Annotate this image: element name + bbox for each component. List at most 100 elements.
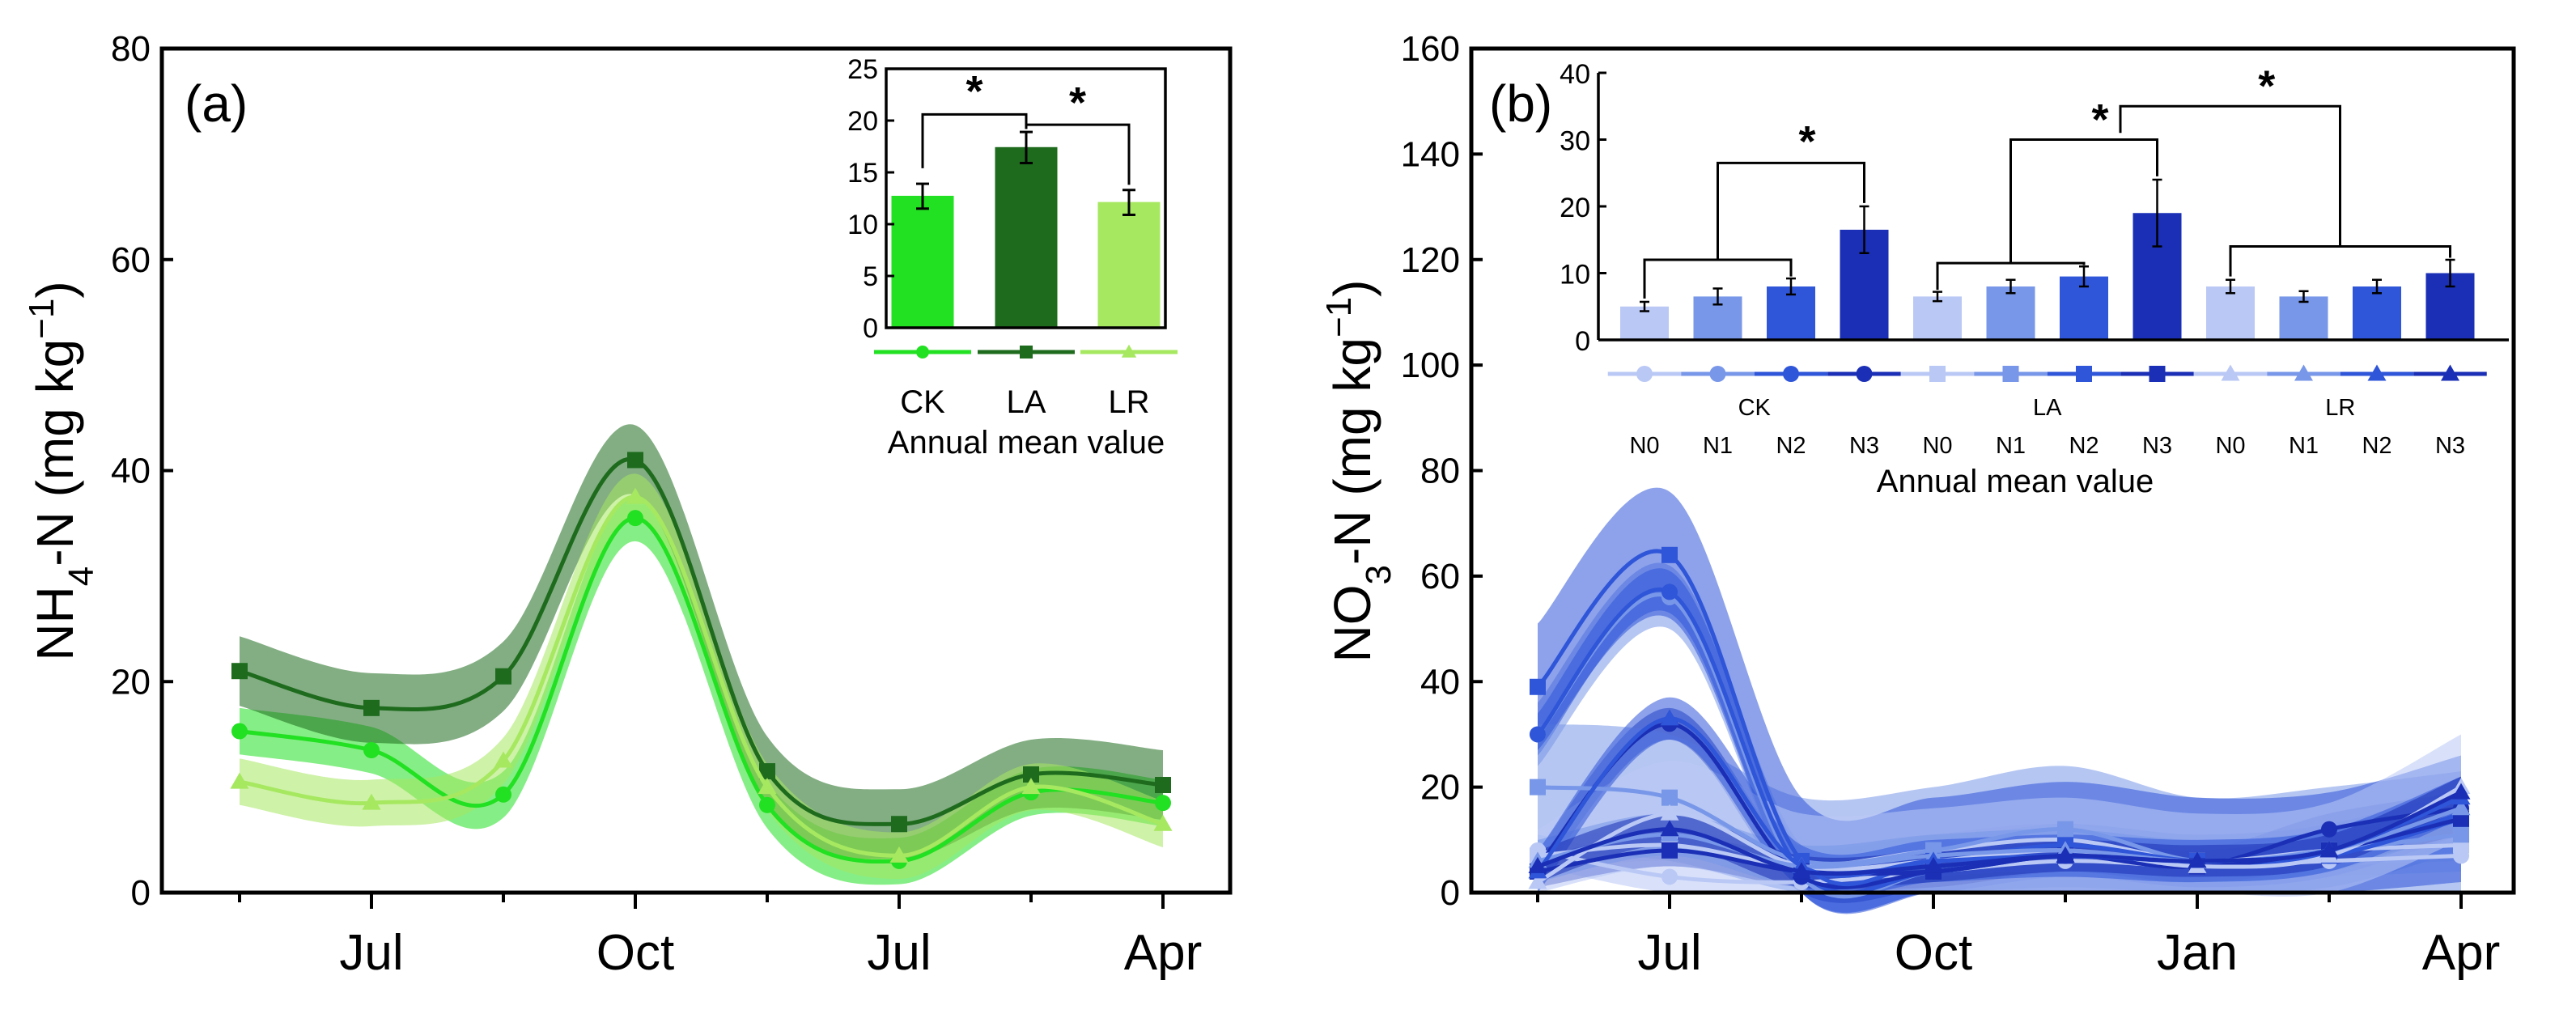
inset-b-category-label: N3 — [2142, 433, 2172, 459]
a-point-lr — [230, 772, 249, 789]
inset-b-group-label: LA — [2033, 395, 2062, 421]
panel-b-inset: 0 10 20 30 40 * * * N0 N1 N2 N3 N0 N1 N2 N3 N0 N1 N2 N3 CK… — [1560, 59, 2509, 499]
inset-b-ytick-label: 0 — [1575, 326, 1590, 357]
inset-b-bracket — [2119, 104, 2341, 247]
a-point-lr — [889, 846, 909, 863]
b-point-lr-n3 — [1792, 862, 1811, 879]
panel-a-lines — [230, 452, 1173, 869]
inset-a-category-label: LR — [1108, 384, 1149, 420]
inset-b-legend-marker — [1636, 366, 1653, 382]
b-ytick-label: 60 — [1420, 557, 1460, 596]
inset-b-bracket — [1717, 161, 1865, 260]
inset-a-bar-lr — [1097, 202, 1161, 329]
inset-b-category-label: N3 — [1849, 433, 1879, 459]
b-point-la-n3 — [1661, 842, 1678, 859]
b-xtick-label: Oct — [1895, 925, 1972, 981]
inset-b-category-label: N0 — [1629, 433, 1659, 459]
inset-b-legend-marker — [2002, 366, 2019, 382]
inset-a-bracket — [921, 112, 1028, 168]
inset-b-category-label: N2 — [2362, 433, 2391, 459]
inset-a-legend-marker — [1121, 344, 1137, 358]
a-point-lr — [362, 793, 381, 810]
b-ytick-label: 80 — [1420, 452, 1460, 491]
a-ytick-label: 20 — [111, 662, 151, 702]
b-point-lr-n3 — [2319, 841, 2339, 858]
inset-b-star: * — [2091, 95, 2108, 144]
inset-b-legend: N0 N1 N2 N3 N0 N1 N2 N3 N0 N1 N2 N3 CK LA LR — [1607, 364, 2487, 459]
a-point-lr — [758, 778, 777, 795]
b-xtick-label: Jan — [2157, 925, 2238, 981]
a-xtick-label: Apr — [1124, 925, 1202, 981]
inset-a-legend-marker — [916, 346, 929, 359]
b-point-lr-n0 — [1660, 804, 1679, 821]
b-point-lr-n3 — [2188, 851, 2207, 868]
a-point-la — [891, 816, 907, 833]
inset-a-ytick-label: 10 — [847, 210, 878, 240]
b-line-lr-n0 — [1536, 785, 2463, 885]
inset-a-bar-ck — [891, 195, 954, 329]
inset-b-legend-marker — [2294, 364, 2313, 381]
b-point-la-n1 — [1661, 789, 1678, 806]
a-point-lr — [494, 751, 513, 768]
panel-a-ticks: 0 20 40 60 80 Jul Oct Jul Apr — [111, 29, 1202, 981]
b-ytick-label: 160 — [1401, 29, 1460, 69]
a-point-ck — [759, 796, 775, 813]
a-point-la — [759, 763, 775, 780]
inset-b-ytick-label: 40 — [1560, 59, 1590, 90]
inset-b-bars — [1620, 178, 2475, 340]
inset-b-group-label: CK — [1738, 395, 1772, 421]
panel-a-bands — [240, 424, 1163, 885]
inset-b-legend-marker — [1856, 366, 1873, 382]
a-point-lr — [1153, 814, 1173, 831]
inset-a-category-label: CK — [900, 384, 945, 420]
inset-b-legend-marker — [2149, 366, 2166, 382]
a-ytick-label: 80 — [111, 29, 151, 69]
inset-b-category-label: N2 — [1776, 433, 1806, 459]
inset-b-star: * — [1798, 117, 1815, 166]
a-point-ck — [495, 786, 511, 803]
inset-b-legend-marker — [1783, 366, 1799, 382]
inset-b-bar — [2206, 286, 2255, 340]
inset-b-category-label: N1 — [2289, 433, 2319, 459]
inset-a-significance: * * — [921, 67, 1131, 185]
inset-b-category-label: N3 — [2435, 433, 2465, 459]
a-point-ck — [1155, 795, 1171, 812]
b-point-lr-n3 — [1660, 820, 1679, 837]
b-point-la-n1 — [1530, 779, 1546, 796]
b-point-ck-n2 — [1661, 583, 1678, 600]
a-xtick-label: Jul — [339, 925, 403, 981]
b-point-lr-n0 — [1528, 872, 1547, 889]
inset-b-group-label: LR — [2325, 395, 2355, 421]
inset-a-bar-la — [995, 146, 1058, 329]
b-point-la-n2 — [1530, 678, 1546, 695]
panel-b-ylabel: NO3-N (mg kg−1) — [1319, 280, 1398, 663]
inset-a-ytick-label: 5 — [863, 261, 878, 292]
b-point-la-n1 — [2453, 826, 2469, 843]
inset-a-ytick-label: 0 — [863, 313, 878, 344]
b-xtick-label: Apr — [2422, 925, 2500, 981]
b-ytick-label: 40 — [1420, 662, 1460, 702]
a-ytick-label: 40 — [111, 452, 151, 491]
b-point-lr-n2 — [1660, 709, 1679, 726]
b-point-ck-n3 — [2321, 821, 2337, 838]
inset-a-category-label: LA — [1007, 384, 1046, 420]
b-point-ck-n2 — [1530, 726, 1546, 743]
b-line-lr-n3 — [1537, 790, 2463, 876]
b-point-lr-n3 — [1924, 856, 1943, 873]
a-line-lr — [239, 494, 1164, 858]
b-point-la-n1 — [2057, 821, 2073, 838]
inset-b-bar — [1913, 296, 1962, 340]
a-xtick-label: Jul — [867, 925, 931, 981]
a-point-la — [1023, 766, 1039, 783]
a-point-lr — [626, 487, 645, 504]
inset-a-legend: CK LA LR — [874, 344, 1178, 420]
panel-a-frame — [159, 46, 1233, 895]
inset-b-bar — [2353, 286, 2401, 340]
inset-b-significance: * * * — [1643, 62, 2451, 299]
a-point-lr — [1021, 778, 1041, 795]
inset-a-legend-marker — [1020, 346, 1033, 359]
a-band-lr — [240, 473, 1163, 880]
a-point-la — [627, 452, 643, 469]
inset-b-bracket — [2229, 245, 2451, 277]
